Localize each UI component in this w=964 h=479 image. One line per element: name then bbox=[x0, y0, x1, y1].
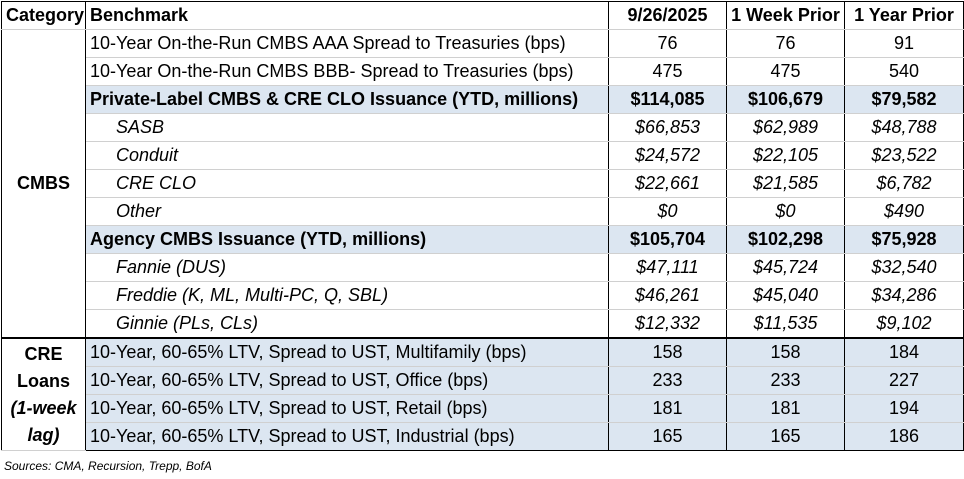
row-value-year: 540 bbox=[844, 57, 964, 86]
row-label: 10-Year, 60-65% LTV, Spread to UST, Reta… bbox=[85, 394, 609, 423]
table-row: CMBS 10-Year On-the-Run CMBS AAA Spread … bbox=[1, 29, 964, 339]
row-label: 10-Year On-the-Run CMBS BBB- Spread to T… bbox=[85, 57, 609, 86]
row-value-current: $105,704 bbox=[608, 225, 727, 254]
row-value-week: $45,724 bbox=[726, 253, 845, 282]
row-value-current: $12,332 bbox=[608, 309, 727, 339]
table-row-subtotal: Private-Label CMBS & CRE CLO Issuance (Y… bbox=[2, 85, 964, 114]
header-week-prior: 1 Week Prior bbox=[726, 1, 845, 30]
table-row: Freddie (K, ML, Multi-PC, Q, SBL) $46,26… bbox=[2, 281, 964, 310]
row-value-year: $34,286 bbox=[844, 281, 964, 310]
header-year-prior: 1 Year Prior bbox=[844, 1, 964, 30]
row-label: 10-Year, 60-65% LTV, Spread to UST, Offi… bbox=[85, 366, 609, 395]
table-row-subtotal: Agency CMBS Issuance (YTD, millions) $10… bbox=[2, 225, 964, 254]
row-label: Agency CMBS Issuance (YTD, millions) bbox=[85, 225, 609, 254]
category-cmbs: CMBS bbox=[1, 29, 86, 339]
row-label: Other bbox=[85, 197, 609, 226]
table-row: 10-Year, 60-65% LTV, Spread to UST, Reta… bbox=[2, 394, 964, 423]
row-value-current: 165 bbox=[608, 422, 727, 451]
header-category: Category bbox=[1, 1, 86, 30]
header-current-date: 9/26/2025 bbox=[608, 1, 727, 30]
benchmark-table: Category Benchmark 9/26/2025 1 Week Prio… bbox=[1, 1, 964, 451]
table-row: 10-Year On-the-Run CMBS BBB- Spread to T… bbox=[2, 57, 964, 86]
row-value-year: $75,928 bbox=[844, 225, 964, 254]
header-benchmark: Benchmark bbox=[85, 1, 609, 30]
row-value-year: $32,540 bbox=[844, 253, 964, 282]
row-value-current: 76 bbox=[608, 29, 727, 58]
row-value-week: $22,105 bbox=[726, 141, 845, 170]
row-value-year: 227 bbox=[844, 366, 964, 395]
row-value-week: 475 bbox=[726, 57, 845, 86]
table-row: Conduit $24,572 $22,105 $23,522 bbox=[2, 141, 964, 170]
row-value-year: 186 bbox=[844, 422, 964, 451]
row-value-week: $45,040 bbox=[726, 281, 845, 310]
row-value-current: 475 bbox=[608, 57, 727, 86]
row-value-year: $490 bbox=[844, 197, 964, 226]
header-row: Category Benchmark 9/26/2025 1 Week Prio… bbox=[1, 1, 964, 30]
table-row: Ginnie (PLs, CLs) $12,332 $11,535 $9,102 bbox=[2, 309, 964, 339]
row-value-week: $11,535 bbox=[726, 309, 845, 339]
row-label: Freddie (K, ML, Multi-PC, Q, SBL) bbox=[85, 281, 609, 310]
row-label: 10-Year On-the-Run CMBS AAA Spread to Tr… bbox=[85, 29, 609, 58]
row-value-week: 76 bbox=[726, 29, 845, 58]
row-value-year: 91 bbox=[844, 29, 964, 58]
row-value-year: $79,582 bbox=[844, 85, 964, 114]
row-value-current: $114,085 bbox=[608, 85, 727, 114]
row-value-year: $6,782 bbox=[844, 169, 964, 198]
table-row: CRE CLO $22,661 $21,585 $6,782 bbox=[2, 169, 964, 198]
row-value-week: $21,585 bbox=[726, 169, 845, 198]
row-value-week: $62,989 bbox=[726, 113, 845, 142]
row-value-week: $106,679 bbox=[726, 85, 845, 114]
category-line: CRE bbox=[24, 343, 63, 364]
row-value-week: $0 bbox=[726, 197, 845, 226]
row-label: Conduit bbox=[85, 141, 609, 170]
row-label: SASB bbox=[85, 113, 609, 142]
row-value-year: $23,522 bbox=[844, 141, 964, 170]
category-line: (1-week bbox=[10, 397, 77, 418]
row-value-current: 158 bbox=[608, 337, 727, 367]
row-value-current: $24,572 bbox=[608, 141, 727, 170]
row-value-current: 181 bbox=[608, 394, 727, 423]
table-row: SASB $66,853 $62,989 $48,788 bbox=[2, 113, 964, 142]
row-label: Ginnie (PLs, CLs) bbox=[85, 309, 609, 339]
table-row: 10-Year, 60-65% LTV, Spread to UST, Offi… bbox=[2, 366, 964, 395]
row-label: CRE CLO bbox=[85, 169, 609, 198]
row-value-current: $47,111 bbox=[608, 253, 727, 282]
table-row: CRE Loans (1-week lag) 10-Year, 60-65% L… bbox=[1, 337, 964, 451]
row-value-week: 233 bbox=[726, 366, 845, 395]
row-value-current: 233 bbox=[608, 366, 727, 395]
row-value-year: 194 bbox=[844, 394, 964, 423]
row-value-current: $22,661 bbox=[608, 169, 727, 198]
category-cre-loans: CRE Loans (1-week lag) bbox=[1, 337, 86, 451]
category-line: lag) bbox=[27, 424, 60, 445]
row-value-week: 158 bbox=[726, 337, 845, 367]
row-value-current: $46,261 bbox=[608, 281, 727, 310]
row-value-current: $0 bbox=[608, 197, 727, 226]
row-label: 10-Year, 60-65% LTV, Spread to UST, Indu… bbox=[85, 422, 609, 451]
table-row: 10-Year, 60-65% LTV, Spread to UST, Indu… bbox=[2, 422, 964, 451]
row-value-year: $48,788 bbox=[844, 113, 964, 142]
category-line: Loans bbox=[16, 370, 70, 391]
row-value-year: 184 bbox=[844, 337, 964, 367]
row-value-week: 165 bbox=[726, 422, 845, 451]
table-row: Other $0 $0 $490 bbox=[2, 197, 964, 226]
row-value-year: $9,102 bbox=[844, 309, 964, 339]
row-value-week: $102,298 bbox=[726, 225, 845, 254]
row-label: Private-Label CMBS & CRE CLO Issuance (Y… bbox=[85, 85, 609, 114]
row-label: Fannie (DUS) bbox=[85, 253, 609, 282]
row-value-current: $66,853 bbox=[608, 113, 727, 142]
source-note: Sources: CMA, Recursion, Trepp, BofA bbox=[4, 459, 212, 473]
row-label: 10-Year, 60-65% LTV, Spread to UST, Mult… bbox=[85, 337, 609, 367]
table-row: Fannie (DUS) $47,111 $45,724 $32,540 bbox=[2, 253, 964, 282]
row-value-week: 181 bbox=[726, 394, 845, 423]
